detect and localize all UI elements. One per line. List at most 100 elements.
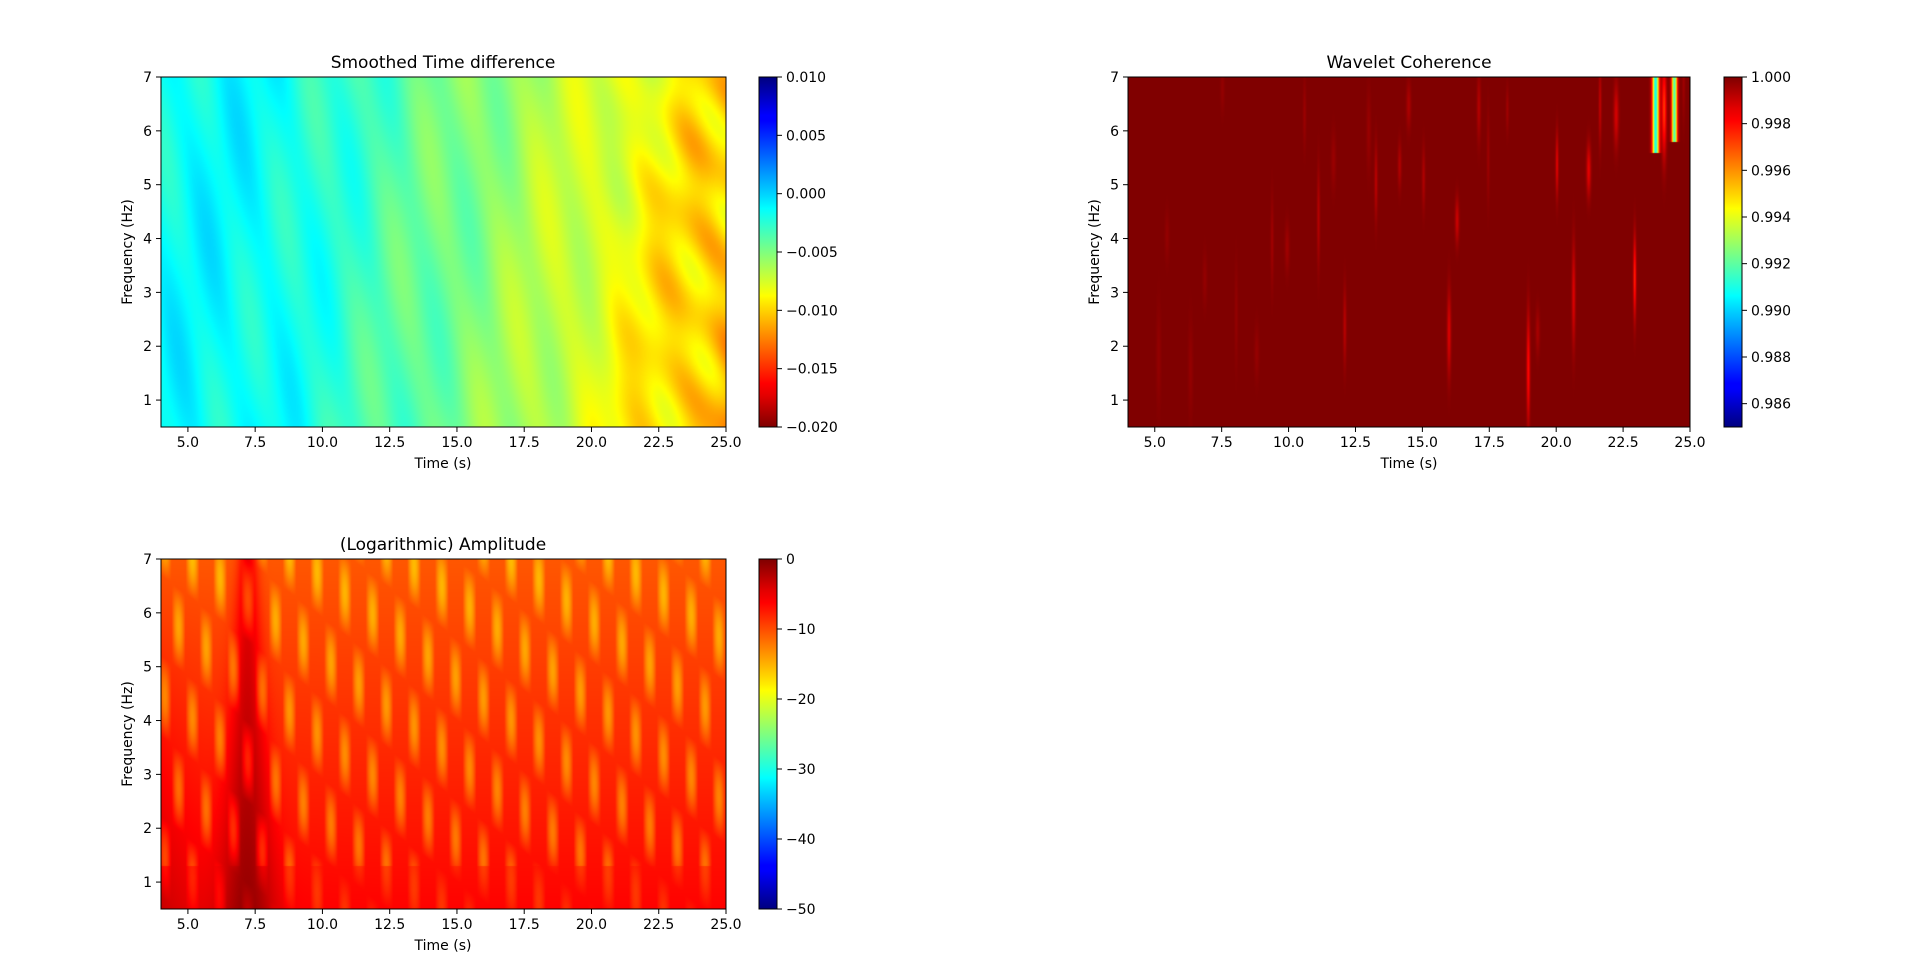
colorbar-tick-label: −0.005 xyxy=(786,245,838,261)
x-tick-label: 15.0 xyxy=(441,435,472,451)
x-tick-label: 5.0 xyxy=(177,917,199,933)
panel-log-amplitude: (Logarithmic) Amplitude 5.0 7.5 10.0 12.5 15… xyxy=(120,535,816,954)
x-tick-label: 15.0 xyxy=(441,917,472,933)
y-tick-label: 5 xyxy=(143,660,152,676)
x-axis-label: Time (s) xyxy=(414,456,472,472)
x-tick-label: 20.0 xyxy=(1541,435,1572,451)
colorbar-tick-label: 0.994 xyxy=(1751,210,1791,226)
colorbar-tick-label: 0.996 xyxy=(1751,163,1791,179)
y-tick-label: 2 xyxy=(1110,339,1119,355)
colorbar-ticks: 0.010 0.005 0.000 −0.005 −0.010 −0.015 −0.020 xyxy=(777,70,838,436)
x-tick-label: 17.5 xyxy=(1474,435,1505,451)
y-tick-label: 6 xyxy=(143,606,152,622)
y-tick-label: 2 xyxy=(143,339,152,355)
y-tick-label: 2 xyxy=(143,821,152,837)
y-axis-ticks: 1 2 3 4 5 6 7 xyxy=(143,70,161,409)
x-tick-label: 7.5 xyxy=(244,435,266,451)
colorbar xyxy=(1723,76,1743,428)
colorbar-tick-label: 0.010 xyxy=(786,70,826,86)
colorbar-tick-label: −40 xyxy=(786,832,816,848)
colorbar-tick-label: −0.010 xyxy=(786,303,838,319)
x-axis-label: Time (s) xyxy=(1380,456,1438,472)
y-tick-label: 6 xyxy=(1110,124,1119,140)
colorbar-tick-label: 0.998 xyxy=(1751,117,1791,133)
x-tick-label: 7.5 xyxy=(1211,435,1233,451)
x-axis-ticks: 5.0 7.5 10.0 12.5 15.0 17.5 20.0 22.5 25.0 xyxy=(177,427,742,451)
panel-time-difference: Smoothed Time difference 5.0 7.5 10.0 12.5 1… xyxy=(120,53,838,472)
x-tick-label: 25.0 xyxy=(710,435,741,451)
colorbar-ticks: 0 −10 −20 −30 −40 −50 xyxy=(777,552,816,918)
colorbar-tick-label: −50 xyxy=(786,902,816,918)
y-axis-label: Frequency (Hz) xyxy=(1087,199,1103,305)
colorbar-tick-label: −0.015 xyxy=(786,362,838,378)
heatmap-image xyxy=(161,77,726,427)
y-tick-label: 6 xyxy=(143,124,152,140)
x-tick-label: 25.0 xyxy=(1674,435,1705,451)
x-tick-label: 10.0 xyxy=(1273,435,1304,451)
axes-frame xyxy=(1127,76,1691,428)
x-tick-label: 22.5 xyxy=(1608,435,1639,451)
x-tick-label: 17.5 xyxy=(509,435,540,451)
heatmap-image-container xyxy=(161,559,726,909)
y-axis-label: Frequency (Hz) xyxy=(120,681,136,787)
y-tick-label: 7 xyxy=(143,70,152,86)
colorbar-tick-label: −20 xyxy=(786,692,816,708)
colorbar-tick-label: 0 xyxy=(786,552,795,568)
x-tick-label: 22.5 xyxy=(643,435,674,451)
axes-frame xyxy=(160,558,727,910)
x-tick-label: 22.5 xyxy=(643,917,674,933)
y-tick-label: 1 xyxy=(143,875,152,891)
colorbar xyxy=(758,76,778,428)
colorbar-tick-label: 0.990 xyxy=(1751,303,1791,319)
y-axis-ticks: 1 2 3 4 5 6 7 xyxy=(1110,70,1128,409)
colorbar-tick-label: 0.000 xyxy=(786,187,826,203)
y-tick-label: 7 xyxy=(1110,70,1119,86)
chart-title: Wavelet Coherence xyxy=(1326,53,1491,73)
colorbar-tick-label: 0.988 xyxy=(1751,350,1791,366)
x-tick-label: 12.5 xyxy=(374,917,405,933)
heatmap-image xyxy=(1128,77,1690,427)
chart-title: (Logarithmic) Amplitude xyxy=(340,535,546,555)
y-tick-label: 3 xyxy=(1110,285,1119,301)
x-tick-label: 20.0 xyxy=(576,917,607,933)
y-tick-label: 1 xyxy=(143,393,152,409)
x-tick-label: 12.5 xyxy=(374,435,405,451)
y-tick-label: 3 xyxy=(143,767,152,783)
colorbar xyxy=(758,558,778,910)
colorbar-ticks: 1.000 0.998 0.996 0.994 0.992 0.990 0.988 0.986 xyxy=(1742,70,1791,413)
y-tick-label: 3 xyxy=(143,285,152,301)
colorbar-tick-label: 0.992 xyxy=(1751,257,1791,273)
colorbar-tick-label: −10 xyxy=(786,622,816,638)
x-tick-label: 25.0 xyxy=(710,917,741,933)
colorbar-tick-label: 0.986 xyxy=(1751,397,1791,413)
heatmap-image-container xyxy=(1128,77,1690,427)
heatmap-image xyxy=(161,559,726,909)
chart-title: Smoothed Time difference xyxy=(331,53,556,73)
panel-wavelet-coherence: Wavelet Coherence 5.0 7.5 10.0 12.5 15.0 17.5… xyxy=(1087,53,1791,472)
y-tick-label: 7 xyxy=(143,552,152,568)
y-tick-label: 5 xyxy=(143,178,152,194)
y-axis-label: Frequency (Hz) xyxy=(120,199,136,305)
y-tick-label: 1 xyxy=(1110,393,1119,409)
x-tick-label: 10.0 xyxy=(307,917,338,933)
x-tick-label: 12.5 xyxy=(1340,435,1371,451)
x-tick-label: 20.0 xyxy=(576,435,607,451)
y-tick-label: 4 xyxy=(143,714,152,730)
x-axis-ticks: 5.0 7.5 10.0 12.5 15.0 17.5 20.0 22.5 25.0 xyxy=(1144,427,1706,451)
heatmap-image-container xyxy=(161,77,726,427)
y-tick-label: 4 xyxy=(1110,232,1119,248)
x-tick-label: 7.5 xyxy=(244,917,266,933)
x-tick-label: 17.5 xyxy=(509,917,540,933)
y-axis-ticks: 1 2 3 4 5 6 7 xyxy=(143,552,161,891)
y-tick-label: 4 xyxy=(143,232,152,248)
x-axis-ticks: 5.0 7.5 10.0 12.5 15.0 17.5 20.0 22.5 25.0 xyxy=(177,909,742,933)
x-tick-label: 5.0 xyxy=(177,435,199,451)
colorbar-tick-label: −30 xyxy=(786,762,816,778)
axes-frame xyxy=(160,76,727,428)
colorbar-tick-label: 1.000 xyxy=(1751,70,1791,86)
x-axis-label: Time (s) xyxy=(414,938,472,954)
x-tick-label: 15.0 xyxy=(1407,435,1438,451)
x-tick-label: 10.0 xyxy=(307,435,338,451)
colorbar-tick-label: 0.005 xyxy=(786,128,826,144)
